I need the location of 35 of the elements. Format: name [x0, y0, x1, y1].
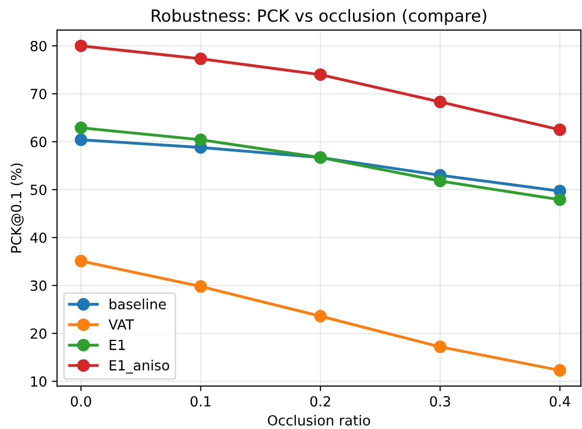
y-tick-label: 30: [30, 280, 46, 291]
point: [554, 123, 566, 136]
legend-label: VAT: [108, 319, 134, 330]
point: [434, 174, 446, 188]
point: [434, 96, 446, 108]
y-axis-title: PCK@0.1 (%): [10, 163, 24, 253]
y-tick-label: 40: [30, 232, 46, 244]
legend-label: baseline: [110, 298, 166, 310]
y-tick-label: 10: [31, 376, 46, 387]
point: [74, 254, 88, 268]
point: [194, 280, 207, 293]
chart-title: Robustness: PCK vs occlusion (compare): [152, 9, 486, 26]
x-tick-label: 0.1: [190, 396, 210, 407]
point: [314, 310, 327, 322]
y-tick-label: 50: [30, 184, 46, 196]
x-tick-label: 0.2: [310, 396, 330, 407]
legend-label: E1: [110, 340, 125, 350]
point: [194, 52, 207, 66]
y-tick-label: 80: [30, 40, 46, 52]
y-tick-label: 70: [30, 88, 46, 100]
point: [194, 134, 207, 146]
x-tick-label: 0.3: [430, 396, 450, 407]
point: [554, 364, 566, 377]
point: [314, 68, 327, 81]
x-tick-label: 0.4: [550, 396, 570, 407]
point: [74, 122, 88, 134]
point: [74, 134, 88, 146]
point: [554, 193, 566, 206]
point: [74, 40, 88, 52]
y-tick-label: 60: [30, 136, 46, 148]
point: [434, 340, 446, 354]
y-tick-label: 20: [30, 328, 46, 339]
legend-label: E1_aniso: [110, 360, 170, 374]
x-tick-label: 0.0: [70, 396, 92, 407]
x-axis-title: Occlusion ratio: [268, 414, 370, 426]
